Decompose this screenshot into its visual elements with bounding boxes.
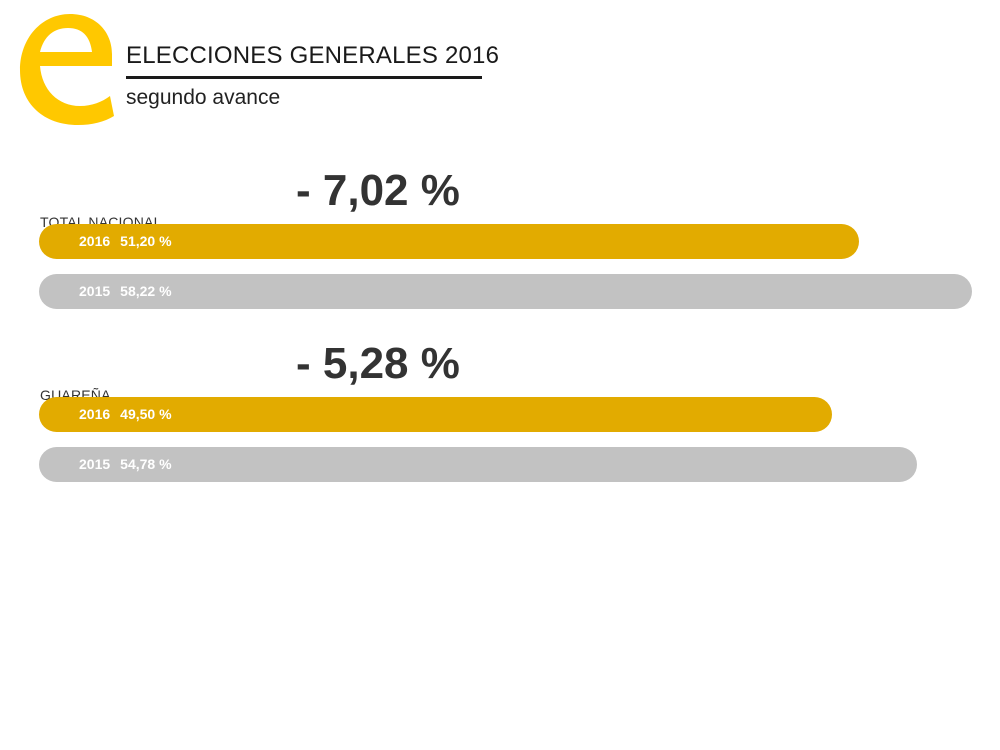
bar-2015: 2015 58,22 % [39, 274, 972, 309]
bar-year: 2015 [79, 283, 111, 299]
e-logo [20, 14, 114, 125]
bar-label: 2015 54,78 % [79, 447, 172, 482]
bar-value-label: 51,20 % [120, 233, 172, 249]
bar-label: 2016 51,20 % [79, 224, 172, 259]
bar-year: 2015 [79, 456, 111, 472]
e-logo-shape [20, 14, 114, 125]
bar-value-label: 54,78 % [120, 456, 172, 472]
group-total-nacional: TOTAL NACIONAL - 7,02 % 2016 51,20 % 2015… [0, 168, 1000, 328]
group-difference: - 5,28 % [296, 339, 460, 388]
bar-2016: 2016 51,20 % [39, 224, 859, 259]
bar-value-label: 49,50 % [120, 406, 172, 422]
bar-year: 2016 [79, 233, 111, 249]
bar-label: 2015 58,22 % [79, 274, 172, 309]
group-guarena: GUAREÑA - 5,28 % 2016 49,50 % 2015 54,78 % [0, 341, 1000, 501]
page-title: ELECCIONES GENERALES 2016 [126, 40, 499, 79]
group-difference: - 7,02 % [296, 166, 460, 215]
bar-label: 2016 49,50 % [79, 397, 172, 432]
bar-year: 2016 [79, 406, 111, 422]
bar-2015: 2015 54,78 % [39, 447, 917, 482]
bar-value-label: 58,22 % [120, 283, 172, 299]
page-subtitle: segundo avance [126, 86, 281, 109]
bar-2016: 2016 49,50 % [39, 397, 832, 432]
